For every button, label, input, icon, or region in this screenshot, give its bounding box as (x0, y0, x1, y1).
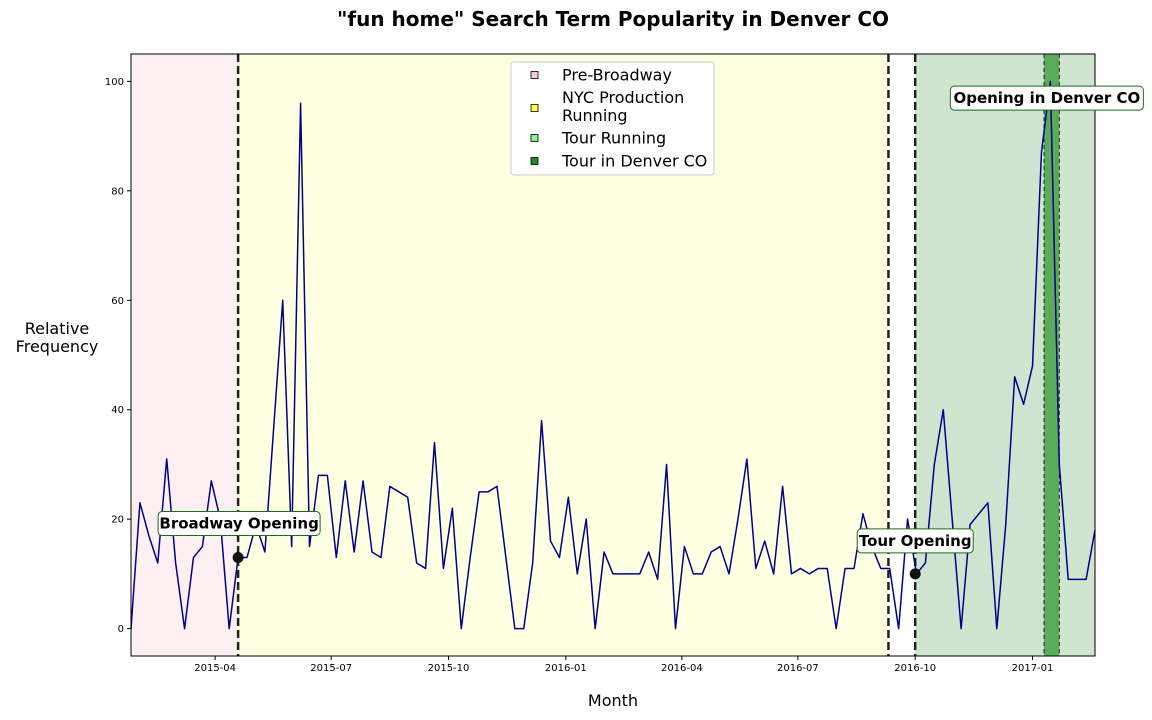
y-tick-label: 80 (111, 186, 124, 197)
annotation-box (157, 510, 321, 536)
annotation-box (949, 85, 1144, 111)
x-axis-label: Month (588, 691, 638, 710)
plot-frame (130, 53, 1096, 657)
y-tick-label: 60 (111, 296, 124, 307)
region-pre-broadway (131, 54, 239, 656)
y-tick-label: 100 (105, 77, 124, 88)
chart-title: "fun home" Search Term Popularity in Den… (337, 7, 889, 31)
plot-area: 0 20 40 60 80 100 2015-04 2015-07 2015-10 2016-01… (105, 53, 1144, 674)
annotation-label: Tour Opening (859, 532, 972, 550)
annotation-marker (232, 551, 244, 563)
x-tick-label: 2016-01 (545, 663, 587, 674)
x-tick-label: 2017-01 (1012, 663, 1054, 674)
legend-label: NYC Production (562, 88, 684, 107)
legend-label: Pre-Broadway (562, 66, 672, 85)
x-tick-label: 2016-10 (894, 663, 936, 674)
region-tour-running (915, 54, 1095, 656)
y-tick-label: 40 (111, 405, 124, 416)
y-tick-label: 20 (111, 515, 124, 526)
y-axis-label-line-2: Frequency (16, 337, 99, 356)
legend-swatch (530, 71, 539, 79)
legend-label: Tour in Denver CO (561, 152, 707, 171)
legend-frame (510, 61, 715, 176)
region-tour-in-denver-co (1043, 54, 1060, 656)
legend-swatch (530, 104, 539, 112)
annotation-label: Broadway Opening (159, 514, 318, 532)
legend-swatch (530, 157, 539, 165)
series-line (130, 80, 1096, 630)
legend-label: Tour Running (561, 129, 666, 148)
annotation-label: Opening in Denver CO (953, 89, 1140, 107)
x-tick-label: 2016-04 (661, 663, 703, 674)
x-tick-label: 2015-04 (194, 663, 236, 674)
annotation-marker (909, 568, 921, 580)
x-tick-label: 2016-07 (777, 663, 819, 674)
x-tick-label: 2015-10 (428, 663, 470, 674)
annotation-box (856, 528, 974, 554)
x-tick-label: 2015-07 (310, 663, 352, 674)
legend-label: Running (562, 106, 628, 125)
y-axis-label-line-1: Relative (25, 319, 90, 338)
y-tick-label: 0 (118, 624, 124, 635)
legend-swatch (530, 134, 539, 142)
